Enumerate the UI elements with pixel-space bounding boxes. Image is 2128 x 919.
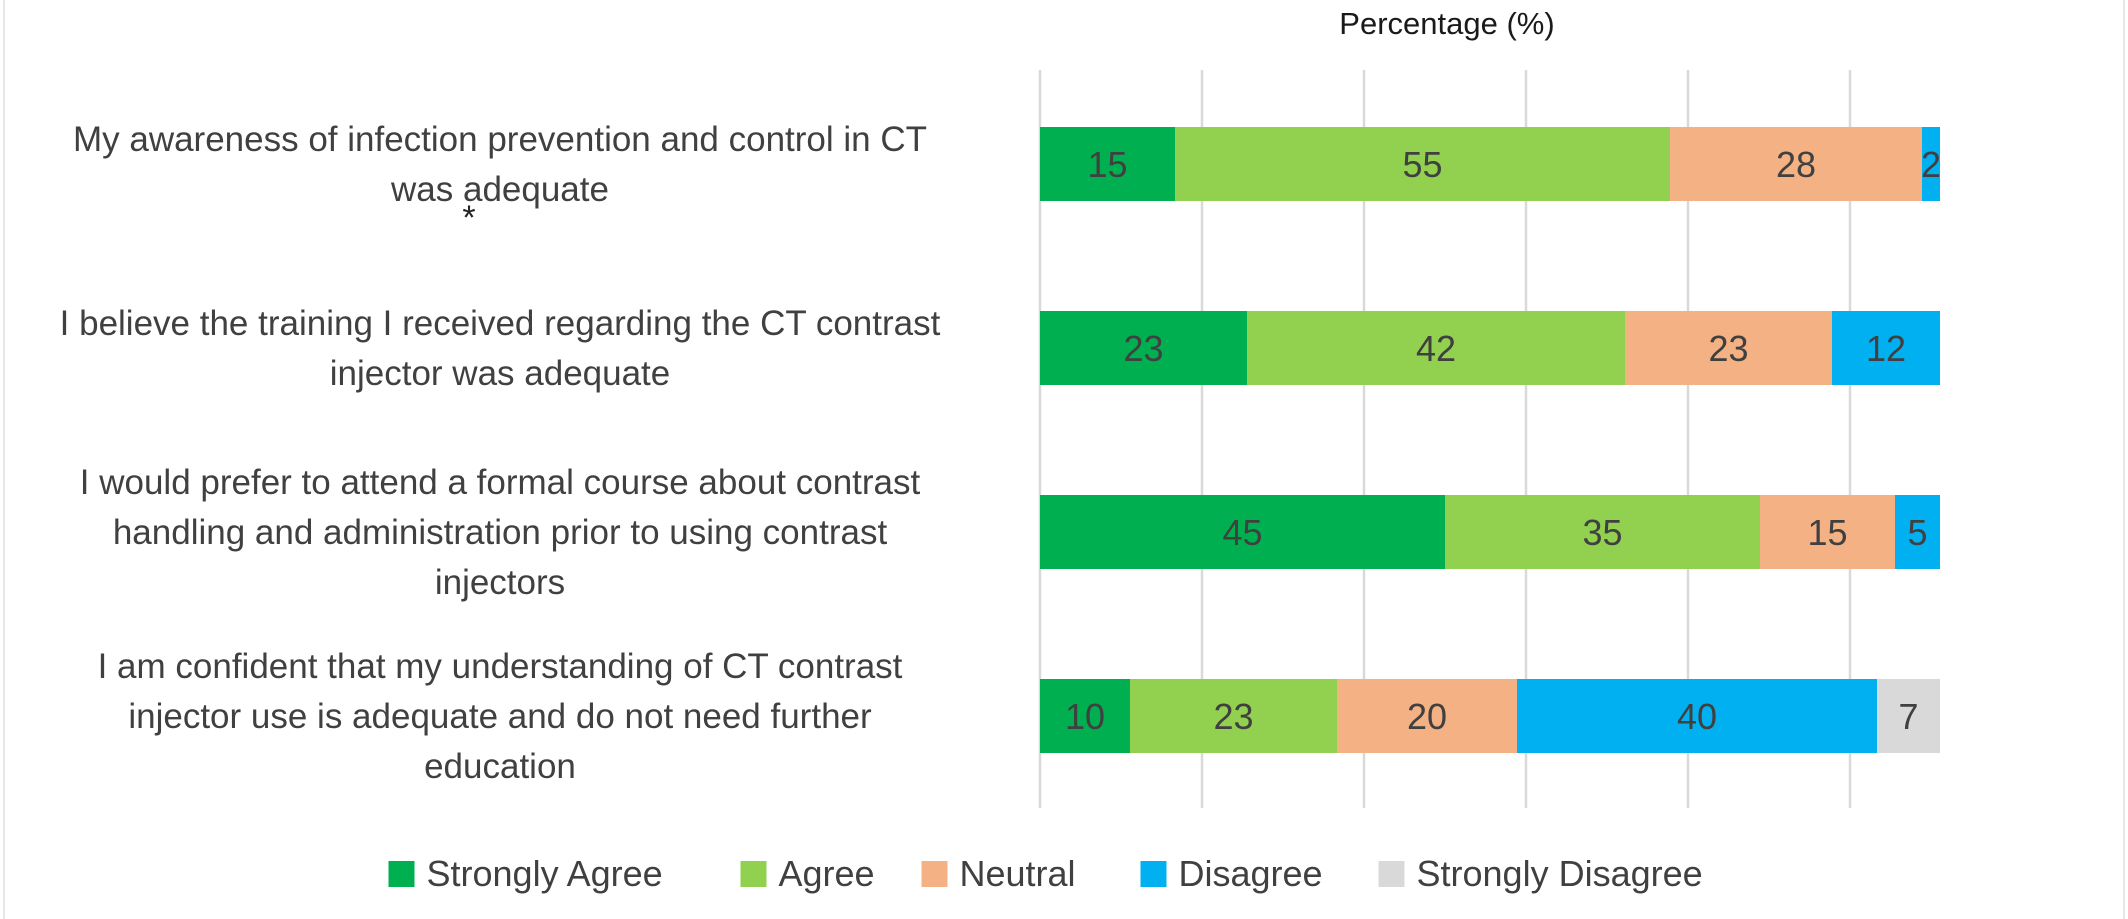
data-label-disagree-1: 2: [1921, 144, 1941, 185]
category-label-3: I would prefer to attend a formal course…: [80, 463, 921, 602]
legend-label-disagree: Disagree: [1179, 853, 1323, 894]
category-label-line: handling and administration prior to usi…: [113, 513, 888, 552]
legend: Strongly Agree Agree Neutral Disagree Strong…: [388, 853, 1703, 894]
data-label-strongly-agree-3: 45: [1222, 512, 1262, 553]
bars: 15 55 28 2 23 42 23 12 45 35 15 5 10 23 20 40 7: [1040, 127, 1941, 753]
legend-label-agree: Agree: [779, 853, 875, 894]
data-label-neutral-4: 20: [1407, 696, 1447, 737]
data-label-agree-3: 35: [1582, 512, 1622, 553]
data-label-strongly-agree-2: 23: [1123, 328, 1163, 369]
data-label-neutral-2: 23: [1708, 328, 1748, 369]
legend-swatch-strongly-agree: [388, 861, 415, 887]
legend-swatch-neutral: [921, 861, 948, 887]
bar-strongly-agree-2: [1040, 311, 1247, 385]
bar-agree-2: [1247, 311, 1625, 385]
data-label-agree-2: 42: [1416, 328, 1456, 369]
data-label-disagree-4: 40: [1677, 696, 1717, 737]
legend-label-neutral: Neutral: [960, 853, 1076, 894]
category-label-line: injectors: [435, 563, 565, 602]
category-label-line: injector use is adequate and do not need…: [128, 697, 872, 736]
bar-disagree-1: [1922, 127, 1940, 201]
legend-swatch-disagree: [1140, 861, 1167, 887]
bar-disagree-2: [1832, 311, 1940, 385]
category-label-2: I believe the training I received regard…: [60, 304, 941, 393]
bar-strongly-disagree-4: [1877, 679, 1940, 753]
bar-strongly-agree-4: [1040, 679, 1130, 753]
category-label-line: education: [424, 747, 576, 786]
bar-neutral-4: [1337, 679, 1517, 753]
data-label-strongly-agree-1: 15: [1087, 144, 1127, 185]
data-label-strongly-disagree-4: 7: [1898, 696, 1918, 737]
category-label-1: My awareness of infection prevention and…: [73, 120, 927, 209]
bar-strongly-agree-1: [1040, 127, 1175, 201]
annotation-asterisk: *: [462, 199, 475, 237]
bar-neutral-3: [1760, 495, 1895, 569]
data-label-disagree-2: 12: [1866, 328, 1906, 369]
category-labels: My awareness of infection prevention and…: [60, 120, 941, 786]
category-label-4: I am confident that my understanding of …: [98, 647, 903, 786]
category-label-line: I am confident that my understanding of …: [98, 647, 903, 686]
legend-label-strongly-agree: Strongly Agree: [427, 853, 663, 894]
data-label-neutral-3: 15: [1807, 512, 1847, 553]
bar-agree-1: [1175, 127, 1670, 201]
data-label-neutral-1: 28: [1776, 144, 1816, 185]
data-label-agree-4: 23: [1213, 696, 1253, 737]
data-label-disagree-3: 5: [1907, 512, 1927, 553]
data-label-strongly-agree-4: 10: [1065, 696, 1105, 737]
category-label-line: injector was adequate: [330, 354, 671, 393]
bar-agree-3: [1445, 495, 1760, 569]
legend-label-strongly-disagree: Strongly Disagree: [1417, 853, 1703, 894]
category-label-line: I would prefer to attend a formal course…: [80, 463, 921, 502]
bar-agree-4: [1130, 679, 1337, 753]
bar-strongly-agree-3: [1040, 495, 1445, 569]
x-axis-title: Percentage (%): [1339, 6, 1554, 41]
bar-neutral-2: [1625, 311, 1832, 385]
data-label-agree-1: 55: [1402, 144, 1442, 185]
legend-swatch-agree: [740, 861, 767, 887]
bar-disagree-4: [1517, 679, 1877, 753]
category-label-line: I believe the training I received regard…: [60, 304, 941, 343]
bar-disagree-3: [1895, 495, 1940, 569]
category-label-line: was adequate: [390, 170, 609, 209]
legend-swatch-strongly-disagree: [1378, 861, 1405, 887]
category-label-line: My awareness of infection prevention and…: [73, 120, 927, 159]
bar-neutral-1: [1670, 127, 1922, 201]
